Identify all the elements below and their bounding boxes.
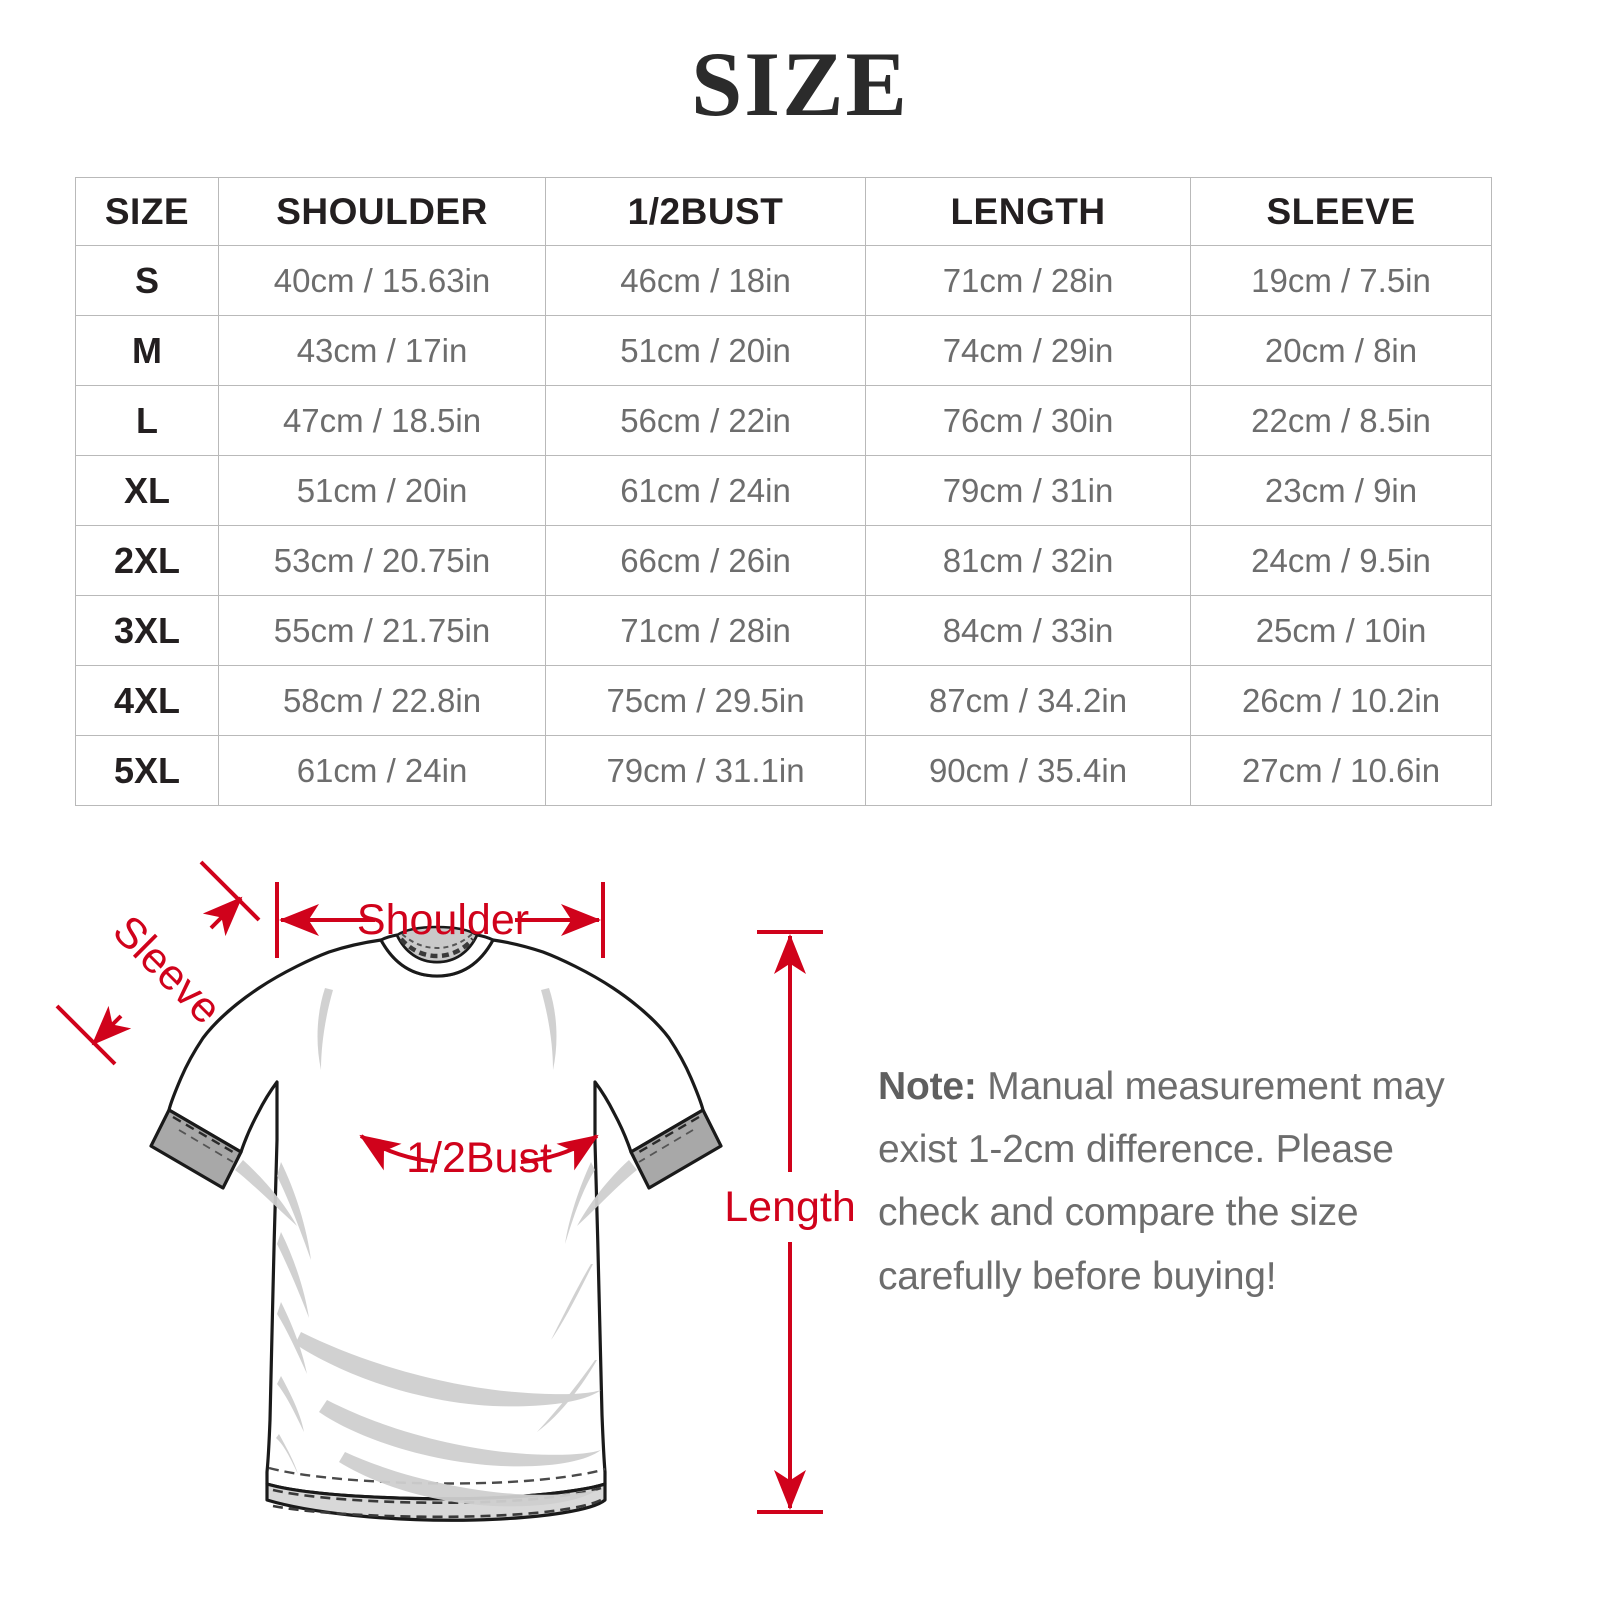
table-row: 2XL 53cm / 20.75in 66cm / 26in 81cm / 32… — [75, 525, 1492, 596]
table-row: XL 51cm / 20in 61cm / 24in 79cm / 31in 2… — [75, 455, 1492, 526]
cell-length: 90cm / 35.4in — [865, 735, 1191, 806]
cell-sleeve: 20cm / 8in — [1190, 315, 1492, 386]
cell-bust: 51cm / 20in — [545, 315, 866, 386]
cell-size: XL — [75, 455, 219, 526]
cell-size: 2XL — [75, 525, 219, 596]
cell-length: 76cm / 30in — [865, 385, 1191, 456]
length-dimension-annotation: Length — [724, 930, 856, 1514]
column-header-length: LENGTH — [865, 177, 1191, 246]
column-header-sleeve: SLEEVE — [1190, 177, 1492, 246]
cell-bust: 66cm / 26in — [545, 525, 866, 596]
bust-dimension-annotation: 1/2Bust — [359, 1134, 599, 1182]
table-row: M 43cm / 17in 51cm / 20in 74cm / 29in 20… — [75, 315, 1492, 386]
tshirt-measurement-diagram: Shoulder Sleeve 1/2Bust Length — [45, 840, 885, 1570]
cell-sleeve: 22cm / 8.5in — [1190, 385, 1492, 456]
cell-shoulder: 47cm / 18.5in — [218, 385, 546, 456]
note-label: Note: — [878, 1065, 977, 1108]
table-header-row: SIZE SHOULDER 1/2BUST LENGTH SLEEVE — [75, 177, 1492, 246]
column-header-bust: 1/2BUST — [545, 177, 866, 246]
cell-shoulder: 61cm / 24in — [218, 735, 546, 806]
column-header-size: SIZE — [75, 177, 219, 246]
cell-size: 5XL — [75, 735, 219, 806]
cell-length: 84cm / 33in — [865, 595, 1191, 666]
cell-size: L — [75, 385, 219, 456]
table-row: 4XL 58cm / 22.8in 75cm / 29.5in 87cm / 3… — [75, 665, 1492, 736]
cell-sleeve: 27cm / 10.6in — [1190, 735, 1492, 806]
cell-bust: 75cm / 29.5in — [545, 665, 866, 736]
cell-length: 79cm / 31in — [865, 455, 1191, 526]
cell-sleeve: 26cm / 10.2in — [1190, 665, 1492, 736]
cell-length: 74cm / 29in — [865, 315, 1191, 386]
cell-shoulder: 51cm / 20in — [218, 455, 546, 526]
cell-sleeve: 19cm / 7.5in — [1190, 245, 1492, 316]
table-row: 3XL 55cm / 21.75in 71cm / 28in 84cm / 33… — [75, 595, 1492, 666]
cell-length: 87cm / 34.2in — [865, 665, 1191, 736]
cell-size: S — [75, 245, 219, 316]
cell-sleeve: 25cm / 10in — [1190, 595, 1492, 666]
cell-shoulder: 58cm / 22.8in — [218, 665, 546, 736]
cell-sleeve: 23cm / 9in — [1190, 455, 1492, 526]
cell-length: 81cm / 32in — [865, 525, 1191, 596]
column-header-shoulder: SHOULDER — [218, 177, 546, 246]
cell-size: M — [75, 315, 219, 386]
cell-shoulder: 55cm / 21.75in — [218, 595, 546, 666]
bust-label: 1/2Bust — [406, 1134, 552, 1182]
cell-size: 4XL — [75, 665, 219, 736]
table-row: S 40cm / 15.63in 46cm / 18in 71cm / 28in… — [75, 245, 1492, 316]
table-row: L 47cm / 18.5in 56cm / 22in 76cm / 30in … — [75, 385, 1492, 456]
cell-bust: 79cm / 31.1in — [545, 735, 866, 806]
shoulder-label: Shoulder — [357, 896, 529, 944]
note-text: Manual measurement may exist 1-2cm diffe… — [878, 1065, 1445, 1298]
cell-shoulder: 53cm / 20.75in — [218, 525, 546, 596]
cell-size: 3XL — [75, 595, 219, 666]
cell-length: 71cm / 28in — [865, 245, 1191, 316]
size-chart-table: SIZE SHOULDER 1/2BUST LENGTH SLEEVE S 40… — [75, 177, 1492, 806]
page-title: SIZE — [691, 33, 909, 135]
cell-shoulder: 40cm / 15.63in — [218, 245, 546, 316]
tshirt-illustration — [149, 925, 723, 1522]
cell-sleeve: 24cm / 9.5in — [1190, 525, 1492, 596]
cell-bust: 71cm / 28in — [545, 595, 866, 666]
note-block: Note: Manual measurement may exist 1-2cm… — [878, 1055, 1498, 1308]
cell-shoulder: 43cm / 17in — [218, 315, 546, 386]
cell-bust: 46cm / 18in — [545, 245, 866, 316]
cell-bust: 56cm / 22in — [545, 385, 866, 456]
length-label: Length — [724, 1183, 856, 1231]
table-row: 5XL 61cm / 24in 79cm / 31.1in 90cm / 35.… — [75, 735, 1492, 806]
shoulder-dimension-annotation: Shoulder — [275, 882, 605, 958]
cell-bust: 61cm / 24in — [545, 455, 866, 526]
